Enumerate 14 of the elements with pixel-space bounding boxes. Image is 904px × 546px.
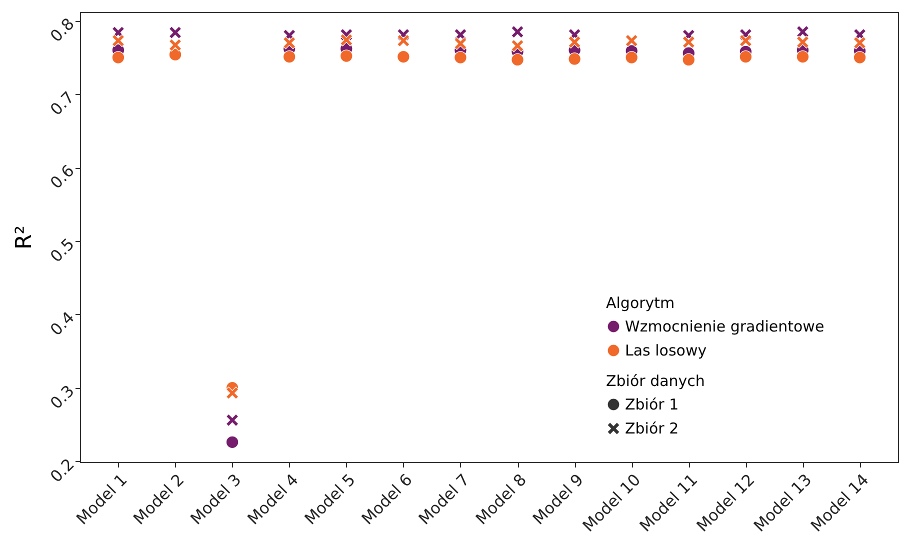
y-axis-title: R² [12, 225, 37, 250]
y-tick-label: 0.6 [46, 161, 78, 192]
y-tick-label: 0.4 [46, 308, 78, 340]
y-tick-label: 0.7 [46, 88, 78, 120]
legend-label: Las losowy [625, 342, 707, 360]
y-tick-label: 0.3 [46, 381, 78, 413]
legend-label: Wzmocnienie gradientowe [625, 318, 824, 336]
y-tick-label: 0.2 [46, 454, 78, 486]
annotation: Zbiór danych [606, 372, 705, 390]
annotation: Zbiór 2 [625, 420, 679, 438]
y-tick-label: 0.8 [46, 14, 78, 46]
annotation: Zbiór 1 [625, 396, 679, 414]
y-tick-label: 0.5 [46, 234, 78, 266]
legend-title: Algorytm [606, 294, 675, 312]
